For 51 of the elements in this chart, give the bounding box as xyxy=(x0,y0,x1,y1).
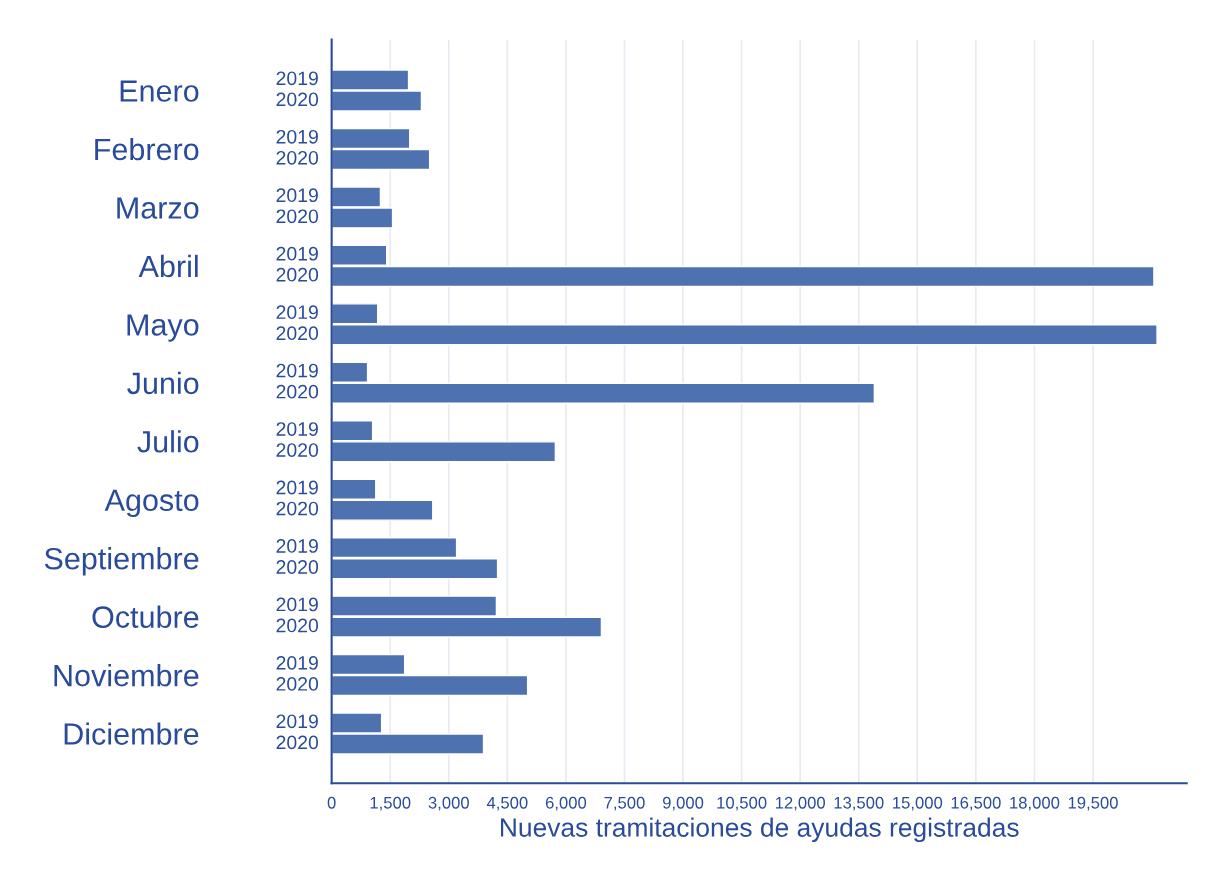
y-tick-label: Octubre xyxy=(92,605,199,628)
text: 2019 xyxy=(276,305,318,320)
x-tick-label: 0 xyxy=(327,796,336,809)
y-tick-label: Junio xyxy=(127,371,199,395)
y-tick-label: Mayo xyxy=(127,314,199,342)
text: 2020 xyxy=(276,501,319,516)
y-tick-label: Abril xyxy=(138,254,198,278)
x-tick-label: 1,500 xyxy=(370,796,411,811)
x-tick-label: 16,500 xyxy=(951,796,1001,811)
x-tick-label: 9,000 xyxy=(662,796,704,811)
text: 2019 xyxy=(276,422,318,436)
text: 2019 xyxy=(276,363,318,378)
text: 2019 xyxy=(276,655,318,670)
text: 2020 xyxy=(276,443,319,457)
text: 2020 xyxy=(276,677,319,691)
text: 2020 xyxy=(276,267,319,282)
series-label: 2019 xyxy=(276,71,318,86)
x-tick-label: 10,500 xyxy=(717,796,767,811)
x-tick-label: 15,000 xyxy=(893,796,943,811)
text: 2020 xyxy=(276,150,319,165)
y-tick-label: Julio xyxy=(137,430,199,453)
y-tick-label: Marzo xyxy=(117,197,199,219)
x-tick-label: 7,500 xyxy=(604,796,645,811)
text: 2019 xyxy=(276,714,318,729)
y-tick-label: Agosto xyxy=(104,489,199,518)
text: 2019 xyxy=(276,129,318,144)
x-tick-label: 18,000 xyxy=(1010,796,1060,811)
x-tick-label: 19,500 xyxy=(1068,796,1118,811)
text: 2019 xyxy=(276,188,318,203)
text: 2019 xyxy=(276,480,318,495)
y-tick-label: Noviembre xyxy=(54,663,199,687)
y-tick-label: Diciembre xyxy=(64,722,199,745)
text: 2019 xyxy=(276,246,318,261)
y-tick-label: Febrero xyxy=(95,137,199,161)
x-tick-label: 13,500 xyxy=(834,796,884,811)
text: 2020 xyxy=(276,735,319,750)
y-tick-label: Septiembre xyxy=(44,547,199,576)
x-tick-label: 3,000 xyxy=(428,796,469,811)
text: 2019 xyxy=(276,539,318,553)
x-axis-title: Nuevas tramitaciones de ayudas registradas xyxy=(501,817,1019,843)
series-label: 2020 xyxy=(276,92,319,107)
text: 2020 xyxy=(276,326,319,341)
text: 2019 xyxy=(276,597,318,612)
x-tick-label: 4,500 xyxy=(486,796,528,811)
x-tick-label: 6,000 xyxy=(545,796,587,811)
y-tick-label: Enero xyxy=(120,80,199,102)
text: 2020 xyxy=(276,618,319,633)
text: 2020 xyxy=(276,384,319,399)
text: 2020 xyxy=(276,560,319,574)
x-tick-label: 12,000 xyxy=(775,796,826,811)
text: 2020 xyxy=(276,209,319,224)
